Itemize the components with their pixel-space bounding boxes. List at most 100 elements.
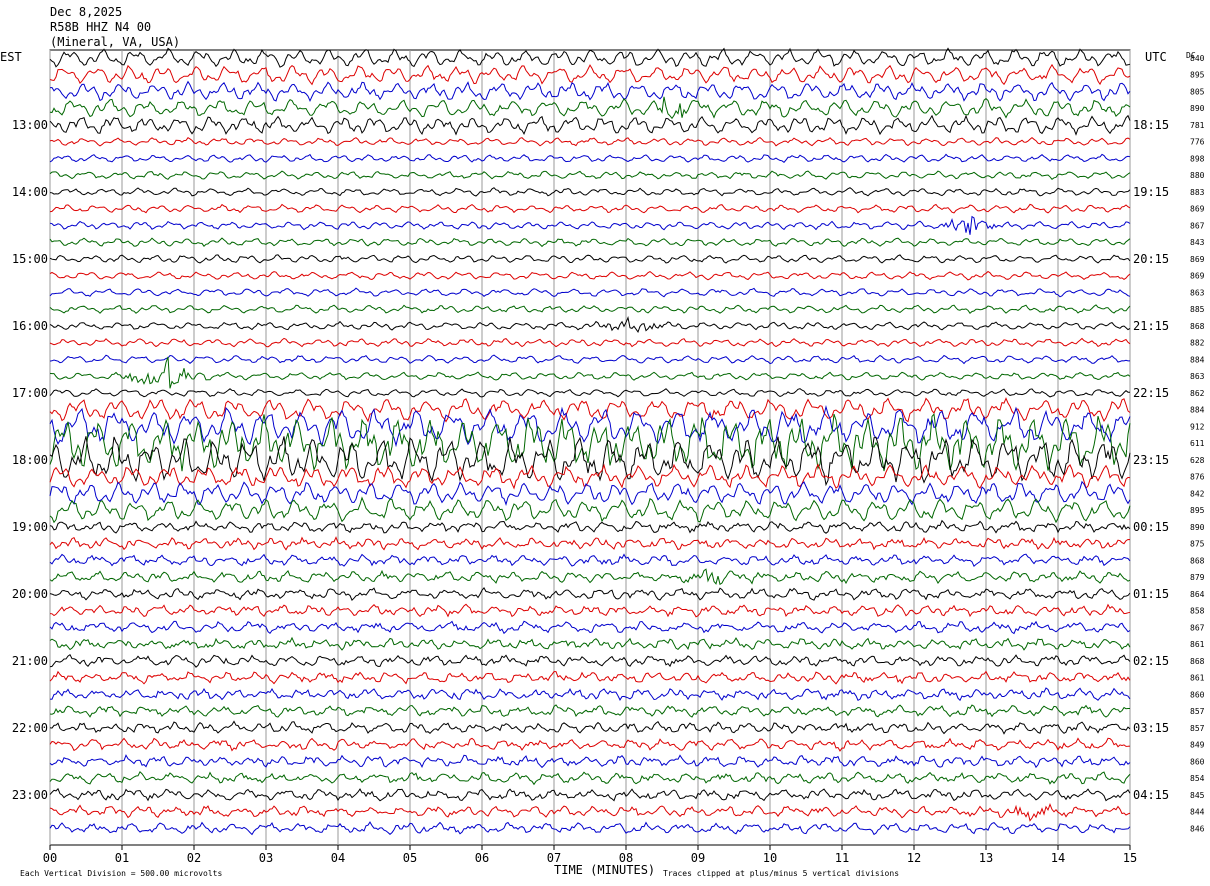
- trace-line: [49, 170, 1131, 180]
- date-label: Dec 8,2025: [50, 5, 122, 19]
- x-tick-label: 02: [187, 851, 201, 865]
- trace-line: [49, 63, 1131, 86]
- trace-line: [49, 404, 1131, 448]
- trace-line: [49, 203, 1131, 214]
- dc-value: 884: [1190, 406, 1205, 415]
- est-hour-label: 23:00: [12, 788, 48, 802]
- dc-label: DC: [1186, 51, 1196, 60]
- dc-value: 846: [1190, 824, 1205, 833]
- trace-line: [49, 153, 1131, 163]
- utc-hour-label: 21:15: [1133, 319, 1169, 333]
- trace-line: [49, 136, 1131, 147]
- dc-value: 867: [1190, 221, 1205, 230]
- trace-line: [49, 354, 1130, 365]
- dc-value: 781: [1190, 121, 1205, 130]
- dc-value: 857: [1190, 707, 1205, 716]
- dc-value: 868: [1190, 657, 1205, 666]
- dc-value: 890: [1190, 523, 1205, 532]
- trace-line: [49, 704, 1130, 718]
- dc-value: 854: [1190, 774, 1205, 783]
- dc-value: 864: [1190, 590, 1205, 599]
- utc-hour-label: 02:15: [1133, 654, 1169, 668]
- dc-value: 880: [1190, 171, 1205, 180]
- dc-value: 863: [1190, 372, 1205, 381]
- dc-value: 862: [1190, 389, 1205, 398]
- trace-line: [49, 96, 1131, 120]
- trace-line: [49, 47, 1131, 68]
- dc-value: 876: [1190, 473, 1205, 482]
- dc-value: 869: [1190, 255, 1205, 264]
- trace-line: [49, 536, 1131, 551]
- utc-label: UTC: [1145, 50, 1167, 64]
- dc-value: 890: [1190, 104, 1205, 113]
- x-tick-label: 00: [43, 851, 57, 865]
- dc-value: 849: [1190, 741, 1205, 750]
- est-hour-label: 17:00: [12, 386, 48, 400]
- dc-value: 628: [1190, 456, 1205, 465]
- x-tick-label: 13: [979, 851, 993, 865]
- scale-note: Each Vertical Division = 500.00 microvol…: [20, 869, 222, 878]
- trace-line: [49, 802, 1131, 822]
- x-tick-label: 05: [403, 851, 417, 865]
- utc-hour-label: 19:15: [1133, 185, 1169, 199]
- est-hour-label: 13:00: [12, 118, 48, 132]
- dc-value: 869: [1190, 205, 1205, 214]
- x-axis-title: TIME (MINUTES): [554, 863, 655, 877]
- axis-labels: 13:00 14:00 15:00 16:00 17:00 18:00 19:00 20:00…: [12, 54, 1205, 865]
- x-tick-label: 04: [331, 851, 345, 865]
- trace-line: [49, 720, 1131, 735]
- trace-line: [49, 388, 1131, 398]
- utc-hour-label: 03:15: [1133, 721, 1169, 735]
- dc-value: 884: [1190, 355, 1205, 364]
- dc-value: 840: [1190, 54, 1205, 63]
- x-tick-label: 12: [907, 851, 921, 865]
- trace-line: [49, 821, 1131, 836]
- trace-line: [49, 287, 1131, 298]
- dc-value: 898: [1190, 154, 1205, 163]
- trace-line: [49, 620, 1131, 635]
- dc-value: 895: [1190, 71, 1205, 80]
- dc-value: 868: [1190, 322, 1205, 331]
- trace-line: [49, 215, 1131, 235]
- trace-line: [49, 496, 1131, 524]
- trace-line: [49, 737, 1131, 752]
- x-tick-label: 07: [547, 851, 561, 865]
- location-label: (Mineral, VA, USA): [50, 35, 180, 49]
- est-hour-label: 16:00: [12, 319, 48, 333]
- trace-line: [49, 670, 1131, 685]
- dc-value: 868: [1190, 556, 1205, 565]
- dc-value: 863: [1190, 288, 1205, 297]
- trace-line: [49, 770, 1131, 786]
- dc-value: 842: [1190, 489, 1205, 498]
- trace-line: [49, 356, 1131, 389]
- x-tick-label: 11: [835, 851, 849, 865]
- utc-hour-label: 01:15: [1133, 587, 1169, 601]
- est-hour-label: 22:00: [12, 721, 48, 735]
- dc-value: 883: [1190, 188, 1205, 197]
- trace-line: [49, 463, 1131, 490]
- trace-line: [49, 270, 1131, 281]
- trace-line: [49, 187, 1131, 197]
- x-tick-label: 10: [763, 851, 777, 865]
- x-tick-label: 08: [619, 851, 633, 865]
- trace-line: [49, 603, 1131, 618]
- utc-hour-label: 20:15: [1133, 252, 1169, 266]
- trace-line: [49, 636, 1131, 651]
- dc-value: 845: [1190, 791, 1205, 800]
- dc-value: 860: [1190, 690, 1205, 699]
- utc-hour-label: 00:15: [1133, 520, 1169, 534]
- minute-grid: [49, 49, 1131, 850]
- seismic-traces: [49, 47, 1131, 836]
- trace-line: [49, 80, 1131, 103]
- trace-line: [49, 787, 1131, 802]
- dc-value: 882: [1190, 339, 1205, 348]
- trace-line: [49, 436, 1131, 487]
- utc-hour-label: 22:15: [1133, 386, 1169, 400]
- trace-line: [49, 553, 1131, 568]
- dc-value: 869: [1190, 272, 1205, 281]
- utc-hour-label: 23:15: [1133, 453, 1169, 467]
- dc-value: 805: [1190, 87, 1205, 96]
- dc-value: 912: [1190, 422, 1205, 431]
- dc-value: 875: [1190, 540, 1205, 549]
- trace-line: [49, 413, 1131, 472]
